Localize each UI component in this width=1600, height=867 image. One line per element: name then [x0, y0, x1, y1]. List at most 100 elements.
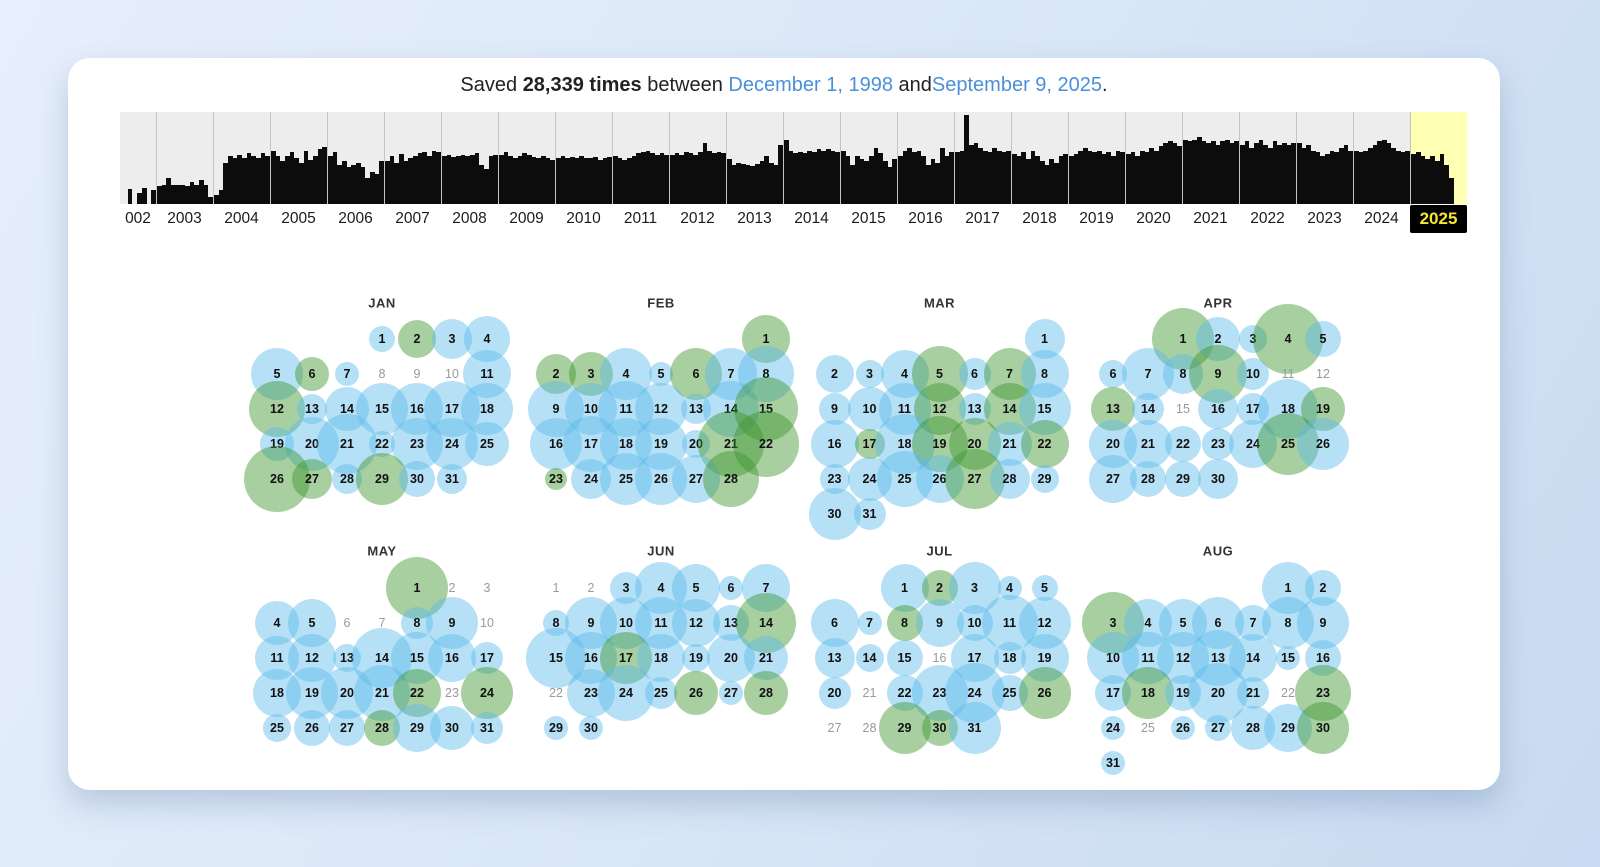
- calendar-day-mar-26[interactable]: 26: [915, 455, 964, 503]
- calendar-day-may-13[interactable]: 13: [330, 641, 364, 675]
- calendar-day-may-20[interactable]: 20: [321, 667, 373, 719]
- calendar-day-jul-18[interactable]: 18: [993, 641, 1027, 675]
- calendar-day-jan-2[interactable]: 2: [398, 320, 436, 358]
- calendar-day-jun-18[interactable]: 18: [637, 634, 685, 682]
- calendar-day-mar-27[interactable]: 27: [944, 449, 1005, 509]
- calendar-day-jan-5[interactable]: 5: [251, 348, 303, 400]
- calendar-day-apr-27[interactable]: 27: [1089, 455, 1137, 503]
- calendar-day-aug-28[interactable]: 28: [1231, 706, 1275, 750]
- year-label-2008[interactable]: 2008: [452, 210, 487, 227]
- calendar-day-jan-3[interactable]: 3: [432, 319, 472, 359]
- calendar-day-jan-18[interactable]: 18: [461, 383, 513, 435]
- calendar-day-may-1[interactable]: 1: [386, 557, 448, 619]
- calendar-day-jun-9[interactable]: 9: [565, 597, 617, 649]
- calendar-day-feb-21[interactable]: 21: [698, 411, 764, 477]
- calendar-day-mar-14[interactable]: 14: [983, 383, 1036, 435]
- calendar-day-may-11[interactable]: 11: [255, 636, 299, 680]
- calendar-day-mar-8[interactable]: 8: [1020, 350, 1069, 398]
- calendar-day-feb-24[interactable]: 24: [571, 459, 611, 499]
- calendar-day-jul-7[interactable]: 7: [853, 606, 887, 640]
- year-label-2015[interactable]: 2015: [851, 210, 886, 227]
- calendar-day-jul-3[interactable]: 3: [948, 562, 1001, 614]
- start-date-link[interactable]: December 1, 1998: [728, 74, 893, 96]
- calendar-day-apr-20[interactable]: 20: [1089, 420, 1137, 468]
- calendar-day-jan-6[interactable]: 6: [295, 357, 329, 391]
- calendar-day-aug-19[interactable]: 19: [1165, 675, 1201, 711]
- timeline-year-2018[interactable]: [1011, 112, 1069, 204]
- calendar-day-may-22[interactable]: 22: [393, 669, 441, 717]
- calendar-day-may-21[interactable]: 21: [354, 665, 410, 721]
- calendar-day-jun-11[interactable]: 11: [635, 597, 687, 649]
- calendar-day-mar-22[interactable]: 22: [1020, 420, 1069, 468]
- calendar-day-mar-3[interactable]: 3: [853, 357, 887, 391]
- calendar-day-jun-25[interactable]: 25: [644, 676, 678, 710]
- calendar-day-feb-12[interactable]: 12: [635, 383, 687, 435]
- calendar-day-may-4[interactable]: 4: [255, 601, 299, 645]
- calendar-day-mar-12[interactable]: 12: [913, 383, 966, 435]
- calendar-day-mar-4[interactable]: 4: [880, 350, 929, 398]
- calendar-day-jul-25[interactable]: 25: [991, 675, 1028, 711]
- timeline-year-2016[interactable]: [897, 112, 955, 204]
- timeline-year-2012[interactable]: [669, 112, 727, 204]
- calendar-day-jun-26[interactable]: 26: [674, 671, 718, 715]
- calendar-day-mar-6[interactable]: 6: [958, 357, 992, 391]
- calendar-day-feb-10[interactable]: 10: [565, 383, 617, 435]
- calendar-day-jul-10[interactable]: 10: [956, 605, 993, 641]
- calendar-day-jun-15[interactable]: 15: [526, 628, 586, 688]
- calendar-day-aug-3[interactable]: 3: [1082, 592, 1144, 654]
- calendar-day-mar-19[interactable]: 19: [911, 416, 968, 472]
- calendar-day-feb-17[interactable]: 17: [563, 416, 619, 472]
- calendar-day-aug-18[interactable]: 18: [1122, 667, 1174, 719]
- calendar-day-feb-25[interactable]: 25: [600, 453, 652, 505]
- calendar-day-feb-22[interactable]: 22: [733, 411, 799, 477]
- calendar-day-may-28[interactable]: 28: [364, 710, 400, 746]
- calendar-day-feb-28[interactable]: 28: [703, 451, 759, 507]
- year-label-2022[interactable]: 2022: [1250, 210, 1285, 227]
- calendar-day-jan-20[interactable]: 20: [285, 417, 339, 471]
- calendar-day-jun-29[interactable]: 29: [539, 711, 573, 745]
- calendar-day-feb-14[interactable]: 14: [703, 381, 759, 437]
- timeline-year-2004[interactable]: [213, 112, 271, 204]
- year-label-2006[interactable]: 2006: [338, 210, 373, 227]
- calendar-day-may-19[interactable]: 19: [286, 667, 338, 719]
- calendar-day-jun-3[interactable]: 3: [609, 571, 643, 605]
- calendar-day-jun-6[interactable]: 6: [714, 571, 748, 605]
- calendar-day-feb-11[interactable]: 11: [598, 381, 654, 437]
- calendar-day-jul-22[interactable]: 22: [886, 675, 923, 711]
- calendar-day-jul-23[interactable]: 23: [911, 665, 968, 721]
- calendar-day-jan-7[interactable]: 7: [330, 357, 364, 391]
- calendar-day-aug-10[interactable]: 10: [1087, 632, 1139, 684]
- calendar-day-mar-11[interactable]: 11: [878, 383, 931, 435]
- calendar-day-jan-19[interactable]: 19: [260, 427, 294, 461]
- year-label-2007[interactable]: 2007: [395, 210, 430, 227]
- calendar-day-may-17[interactable]: 17: [470, 641, 504, 675]
- calendar-day-may-29[interactable]: 29: [393, 704, 441, 752]
- calendar-day-feb-4[interactable]: 4: [600, 348, 652, 400]
- calendar-day-jul-2[interactable]: 2: [921, 570, 958, 606]
- calendar-day-jul-11[interactable]: 11: [981, 595, 1038, 651]
- calendar-day-jan-16[interactable]: 16: [391, 383, 443, 435]
- calendar-day-jun-5[interactable]: 5: [672, 564, 720, 612]
- timeline-year-2023[interactable]: [1296, 112, 1354, 204]
- calendar-day-jan-12[interactable]: 12: [249, 381, 305, 437]
- calendar-day-feb-8[interactable]: 8: [738, 346, 794, 402]
- timeline-year-2024[interactable]: [1353, 112, 1411, 204]
- calendar-day-mar-16[interactable]: 16: [810, 420, 859, 468]
- calendar-day-jul-15[interactable]: 15: [886, 640, 923, 676]
- calendar-day-jun-27[interactable]: 27: [714, 676, 748, 710]
- calendar-day-may-14[interactable]: 14: [352, 628, 412, 688]
- calendar-day-may-12[interactable]: 12: [288, 634, 336, 682]
- year-label-2009[interactable]: 2009: [509, 210, 544, 227]
- calendar-day-apr-23[interactable]: 23: [1201, 427, 1235, 461]
- calendar-day-mar-28[interactable]: 28: [989, 459, 1030, 499]
- calendar-day-mar-30[interactable]: 30: [808, 488, 861, 540]
- calendar-day-feb-16[interactable]: 16: [530, 418, 582, 470]
- calendar-day-apr-25[interactable]: 25: [1257, 413, 1319, 475]
- calendar-day-jun-10[interactable]: 10: [600, 597, 652, 649]
- calendar-day-mar-25[interactable]: 25: [876, 451, 933, 507]
- timeline-year-2007[interactable]: [384, 112, 442, 204]
- timeline-year-2011[interactable]: [612, 112, 670, 204]
- calendar-day-may-18[interactable]: 18: [253, 669, 301, 717]
- calendar-day-mar-20[interactable]: 20: [948, 418, 1001, 470]
- calendar-day-apr-28[interactable]: 28: [1130, 461, 1166, 497]
